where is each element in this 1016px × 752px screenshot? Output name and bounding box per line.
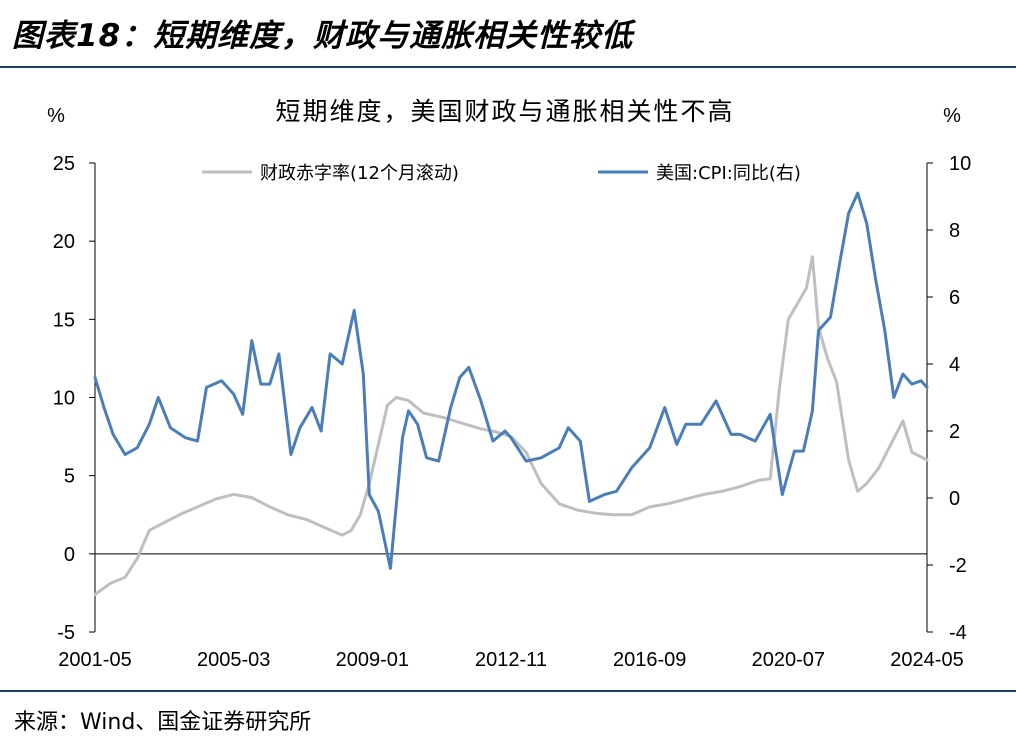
right-y-tick-label: 4 [949, 354, 960, 376]
left-y-tick-label: -5 [57, 622, 75, 644]
x-tick-label: 2016-09 [613, 649, 686, 671]
x-tick-label: 2012-11 [475, 649, 547, 671]
line-chart: 短期维度，美国财政与通胀相关性不高 % % 财政赤字率(12个月滚动) 美国:C… [47, 97, 972, 671]
left-y-tick-label: 25 [53, 153, 75, 175]
left-y-tick-label: 15 [53, 309, 75, 331]
left-y-tick-label: 0 [64, 544, 75, 566]
source-note: 来源：Wind、国金证券研究所 [14, 710, 312, 735]
bottom-rule [0, 690, 1016, 692]
left-y-tick-label: 20 [53, 231, 75, 253]
left-y-tick-label: 5 [64, 466, 75, 488]
legend-label-deficit: 财政赤字率(12个月滚动) [260, 163, 459, 184]
deficit-rate-line [93, 255, 929, 596]
chart-title: 短期维度，美国财政与通胀相关性不高 [275, 97, 734, 126]
series-layer [93, 191, 929, 596]
left-axis-unit: % [47, 105, 65, 127]
legend: 财政赤字率(12个月滚动) 美国:CPI:同比(右) [202, 163, 801, 184]
x-tick-label: 2024-05 [890, 649, 963, 671]
right-y-tick-label: 6 [949, 287, 960, 309]
legend-label-cpi: 美国:CPI:同比(右) [656, 163, 801, 184]
x-tick-label: 2001-05 [58, 649, 131, 671]
right-y-tick-label: 0 [949, 488, 960, 510]
right-y-tick-label: 2 [949, 421, 960, 443]
axes: -5 0 5 10 15 20 25 -4 -2 0 2 4 6 8 10 2001-05 2005-03 200… [53, 153, 972, 671]
left-y-tick-label: 10 [53, 388, 75, 410]
x-tick-label: 2005-03 [197, 649, 270, 671]
figure-title: 图表18：短期维度，财政与通胀相关性较低 [12, 18, 634, 54]
x-tick-label: 2009-01 [336, 649, 409, 671]
top-rule [0, 66, 1016, 68]
right-y-tick-label: -4 [949, 622, 967, 644]
x-tick-label: 2020-07 [752, 649, 825, 671]
right-axis-unit: % [943, 105, 961, 127]
right-y-tick-label: 10 [949, 153, 971, 175]
cpi-yoy-line [93, 191, 929, 570]
right-y-tick-label: 8 [949, 220, 960, 242]
right-y-tick-label: -2 [949, 555, 967, 577]
